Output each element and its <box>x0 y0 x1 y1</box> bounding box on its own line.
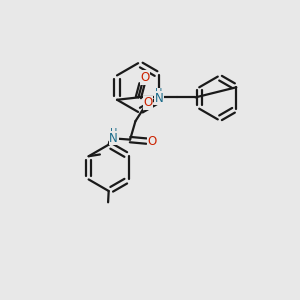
Text: N: N <box>154 92 163 105</box>
Text: O: O <box>147 135 156 148</box>
Text: N: N <box>110 132 118 145</box>
Text: H: H <box>155 88 163 98</box>
Text: O: O <box>143 96 152 109</box>
Text: O: O <box>141 71 150 84</box>
Text: H: H <box>110 128 117 138</box>
